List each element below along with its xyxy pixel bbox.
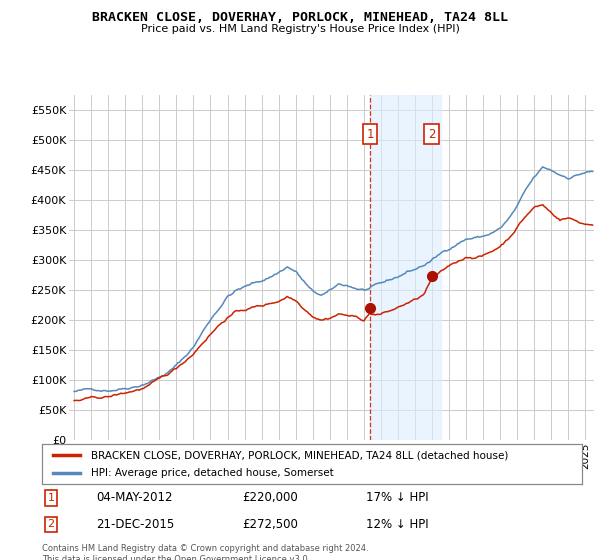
Text: Price paid vs. HM Land Registry's House Price Index (HPI): Price paid vs. HM Land Registry's House … [140,24,460,34]
Text: 12% ↓ HPI: 12% ↓ HPI [366,518,428,531]
Text: HPI: Average price, detached house, Somerset: HPI: Average price, detached house, Some… [91,468,334,478]
Text: £272,500: £272,500 [242,518,298,531]
Text: 17% ↓ HPI: 17% ↓ HPI [366,491,428,505]
Text: 1: 1 [47,493,55,503]
Text: 21-DEC-2015: 21-DEC-2015 [96,518,174,531]
Text: 2: 2 [47,520,55,529]
Text: 2: 2 [428,128,436,141]
Text: 1: 1 [367,128,374,141]
Text: 04-MAY-2012: 04-MAY-2012 [96,491,173,505]
Bar [370,95,440,440]
Text: BRACKEN CLOSE, DOVERHAY, PORLOCK, MINEHEAD, TA24 8LL: BRACKEN CLOSE, DOVERHAY, PORLOCK, MINEHE… [92,11,508,24]
Text: £220,000: £220,000 [242,491,298,505]
Text: BRACKEN CLOSE, DOVERHAY, PORLOCK, MINEHEAD, TA24 8LL (detached house): BRACKEN CLOSE, DOVERHAY, PORLOCK, MINEHE… [91,450,508,460]
Text: Contains HM Land Registry data © Crown copyright and database right 2024.
This d: Contains HM Land Registry data © Crown c… [42,544,368,560]
